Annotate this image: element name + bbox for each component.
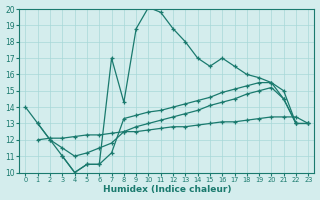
X-axis label: Humidex (Indice chaleur): Humidex (Indice chaleur): [103, 185, 231, 194]
